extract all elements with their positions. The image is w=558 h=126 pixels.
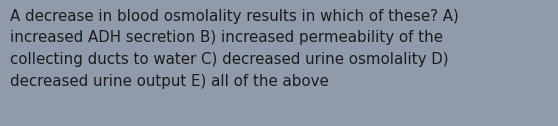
Text: A decrease in blood osmolality results in which of these? A)
increased ADH secre: A decrease in blood osmolality results i…: [10, 9, 459, 89]
